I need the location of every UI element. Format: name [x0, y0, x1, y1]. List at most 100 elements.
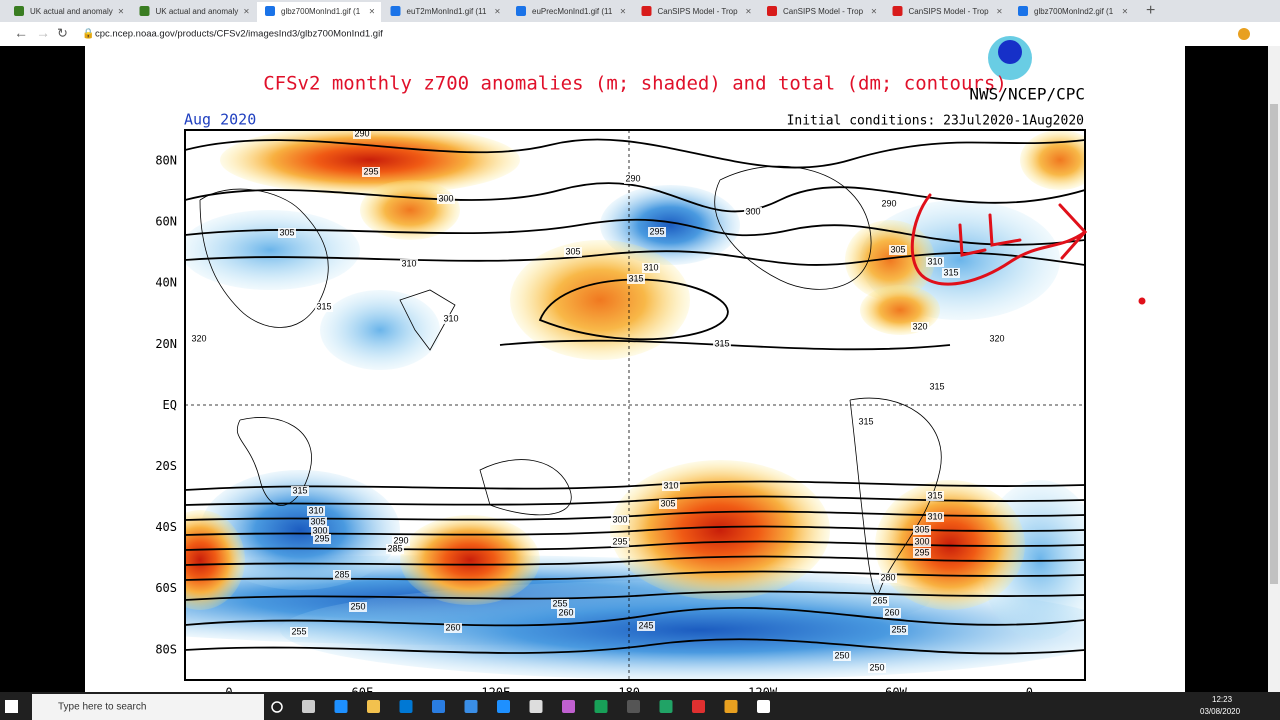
contour-label-bg	[313, 534, 331, 544]
taskbar-app[interactable]	[464, 700, 478, 713]
taskbar-app[interactable]	[724, 700, 738, 713]
tab[interactable]	[382, 2, 507, 22]
tab-close[interactable]: ×	[620, 7, 626, 18]
taskbar-app[interactable]	[659, 700, 673, 713]
noaa-logo-inner	[998, 40, 1022, 64]
tab[interactable]	[508, 2, 632, 22]
tab[interactable]	[131, 2, 256, 22]
contour-label-bg	[611, 515, 629, 525]
tab-title: CanSIPS Model - Trop	[783, 7, 864, 16]
tab-favicon	[139, 6, 150, 16]
contour-label: 310	[927, 256, 942, 266]
contour-label-bg	[871, 596, 889, 606]
tab-favicon	[265, 6, 275, 16]
map-frame	[184, 129, 1086, 681]
tab-close[interactable]: ×	[997, 7, 1003, 18]
contour-label-bg	[913, 537, 931, 547]
coastlines	[199, 165, 942, 595]
tab[interactable]	[6, 2, 130, 22]
clock-time: 12:23	[1212, 695, 1233, 704]
warm-anomaly	[1020, 130, 1085, 190]
contour-label-bg	[290, 627, 308, 637]
cold-anomaly	[320, 290, 440, 370]
taskbar-app[interactable]	[367, 700, 380, 713]
taskbar-app[interactable]	[529, 700, 543, 713]
tab[interactable]	[633, 2, 758, 22]
contour-label-bg	[315, 302, 333, 312]
forward-button[interactable]: →	[36, 25, 50, 41]
contour-label-bg	[868, 663, 886, 673]
tab-title: UK actual and anomaly	[156, 7, 239, 16]
tab[interactable]	[884, 2, 1009, 22]
contour-label: 255	[291, 626, 306, 636]
contour-label: 315	[943, 267, 958, 277]
tab[interactable]	[759, 2, 883, 22]
annotation-letters	[958, 213, 1022, 257]
taskbar-app[interactable]	[302, 700, 315, 713]
contour-label-bg	[309, 517, 327, 527]
scrollbar-thumb[interactable]	[1270, 104, 1278, 584]
cortana-button[interactable]	[271, 701, 283, 713]
taskbar-app[interactable]	[432, 700, 445, 713]
coastline	[236, 417, 312, 506]
taskbar-app[interactable]	[692, 700, 705, 713]
back-button[interactable]: ←	[14, 25, 28, 41]
contour-label: 315	[292, 485, 307, 495]
tab-favicon	[14, 6, 24, 16]
contour-label-bg	[913, 525, 931, 535]
tab[interactable]	[257, 2, 381, 22]
tab-close[interactable]: ×	[118, 7, 124, 18]
contour-label: 310	[663, 480, 678, 490]
taskbar-app[interactable]	[334, 700, 348, 713]
start-button[interactable]	[5, 700, 18, 713]
tab-close[interactable]: ×	[871, 7, 877, 18]
taskbar-app[interactable]	[497, 700, 510, 713]
tab-close[interactable]: ×	[746, 7, 752, 18]
contour-label: 295	[363, 166, 378, 176]
contour-label-bg	[928, 382, 946, 392]
coastline	[849, 397, 942, 595]
contour-label: 265	[872, 595, 887, 605]
taskbar-apps	[302, 700, 770, 713]
month: Aug 2020	[184, 111, 256, 129]
new-tab[interactable]: +	[1146, 2, 1155, 19]
tab[interactable]	[1010, 2, 1134, 22]
url[interactable]: cpc.ncep.noaa.gov/products/CFSv2/imagesI…	[95, 29, 383, 40]
lat-label: 40S	[155, 520, 177, 534]
taskbar-app[interactable]	[627, 700, 640, 713]
contour-label: 260	[445, 622, 460, 632]
contour-label: 300	[914, 536, 929, 546]
contour-label: 310	[401, 258, 416, 268]
contour-label: 295	[914, 547, 929, 557]
contour-label: 315	[316, 301, 331, 311]
tab-close[interactable]: ×	[1122, 7, 1128, 18]
contour	[185, 638, 1085, 655]
tab-favicon	[892, 6, 903, 16]
contour-label: 310	[643, 262, 658, 272]
reload-button[interactable]: ↻	[57, 25, 68, 40]
taskbar-app[interactable]	[562, 700, 575, 713]
contour	[185, 138, 1085, 169]
profile-icon[interactable]	[1238, 28, 1250, 40]
lat-label: 20N	[155, 337, 177, 351]
taskbar-app[interactable]	[757, 700, 770, 713]
contour-label: 320	[912, 321, 927, 331]
cold-anomaly	[200, 470, 400, 590]
contour-label: 250	[350, 601, 365, 611]
contour-label-bg	[442, 314, 460, 324]
contour-label: 305	[914, 524, 929, 534]
clock-date: 03/08/2020	[1200, 707, 1241, 716]
contour-label-bg	[386, 544, 404, 554]
taskbar-app[interactable]	[399, 700, 413, 713]
tab-close[interactable]: ×	[495, 7, 501, 18]
taskbar-app[interactable]	[594, 700, 608, 713]
contour-label: 310	[927, 511, 942, 521]
contour-label: 300	[745, 206, 760, 216]
tab-title: euPrecMonInd1.gif (11	[532, 7, 613, 16]
tab-close[interactable]: ×	[244, 7, 250, 18]
map: 2902953003053103153203103053153102952903…	[185, 130, 1085, 680]
search-box[interactable]	[32, 694, 264, 720]
tab-close[interactable]: ×	[369, 7, 375, 18]
agency: NWS/NCEP/CPC	[969, 85, 1085, 104]
contour-label: 260	[884, 607, 899, 617]
